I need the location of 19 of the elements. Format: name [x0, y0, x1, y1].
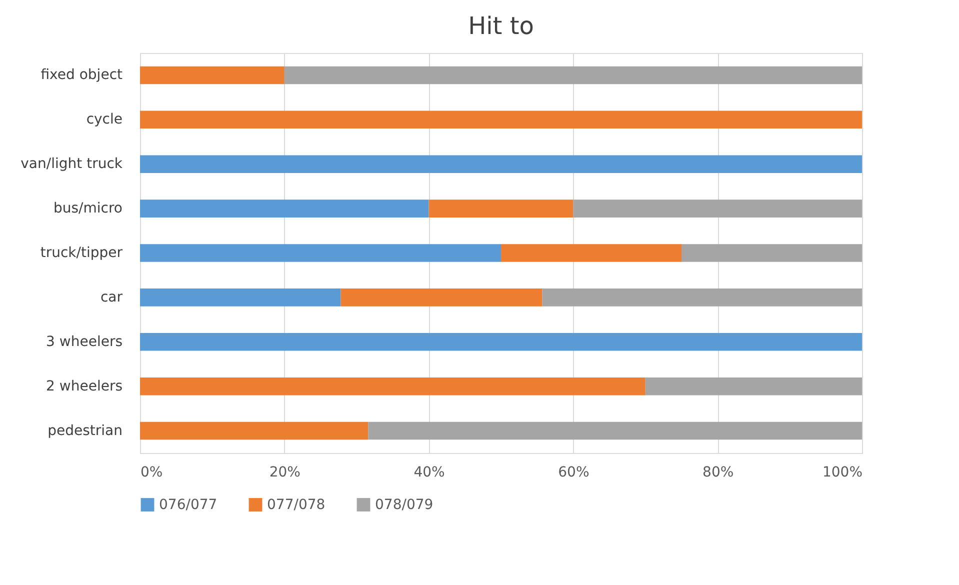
- y-tick-label: 3 wheelers: [46, 334, 122, 350]
- x-tick-label: 0%: [140, 464, 163, 480]
- y-tick-label: cycle: [86, 112, 122, 128]
- x-tick-label: 100%: [822, 464, 862, 480]
- y-tick-label: car: [100, 289, 123, 306]
- y-tick-label: fixed object: [40, 67, 124, 84]
- chart-title: Hit to: [468, 12, 534, 40]
- y-tick-label: pedestrian: [48, 422, 122, 439]
- y-tick-label: bus/micro: [53, 200, 122, 217]
- y-tick-label: truck/tipper: [40, 245, 123, 261]
- x-tick-label: 60%: [558, 464, 590, 480]
- x-tick-label: 80%: [702, 464, 734, 480]
- y-tick-label: van/light truck: [20, 156, 124, 172]
- x-tick-label: 20%: [269, 464, 300, 480]
- legend-label: 076/077: [159, 496, 218, 513]
- legend-label: 077/078: [267, 496, 326, 513]
- legend-label: 078/079: [375, 496, 434, 513]
- x-tick-label: 40%: [414, 464, 445, 480]
- y-tick-label: 2 wheelers: [46, 378, 122, 394]
